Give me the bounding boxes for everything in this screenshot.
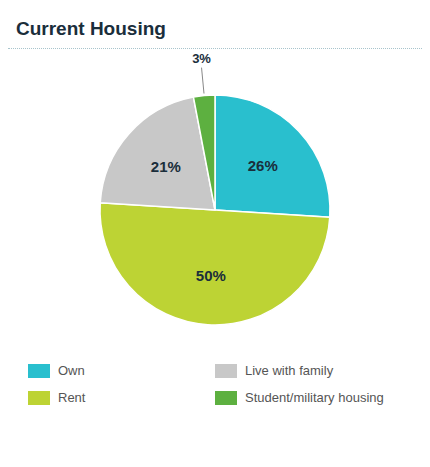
html-text:Current Housing: Current Housing [16, 18, 166, 39]
html-text:Rent: Rent [58, 390, 86, 405]
svg-text:3%: 3% [192, 51, 211, 66]
html-text:Own: Own [58, 363, 85, 378]
svg-text:50%: 50% [196, 267, 226, 284]
html-text:Student/military housing: Student/military housing [245, 390, 384, 405]
svg-text:21%: 21% [151, 158, 181, 175]
html-text:Live with family: Live with family [245, 363, 334, 378]
svg-text:26%: 26% [248, 157, 278, 174]
